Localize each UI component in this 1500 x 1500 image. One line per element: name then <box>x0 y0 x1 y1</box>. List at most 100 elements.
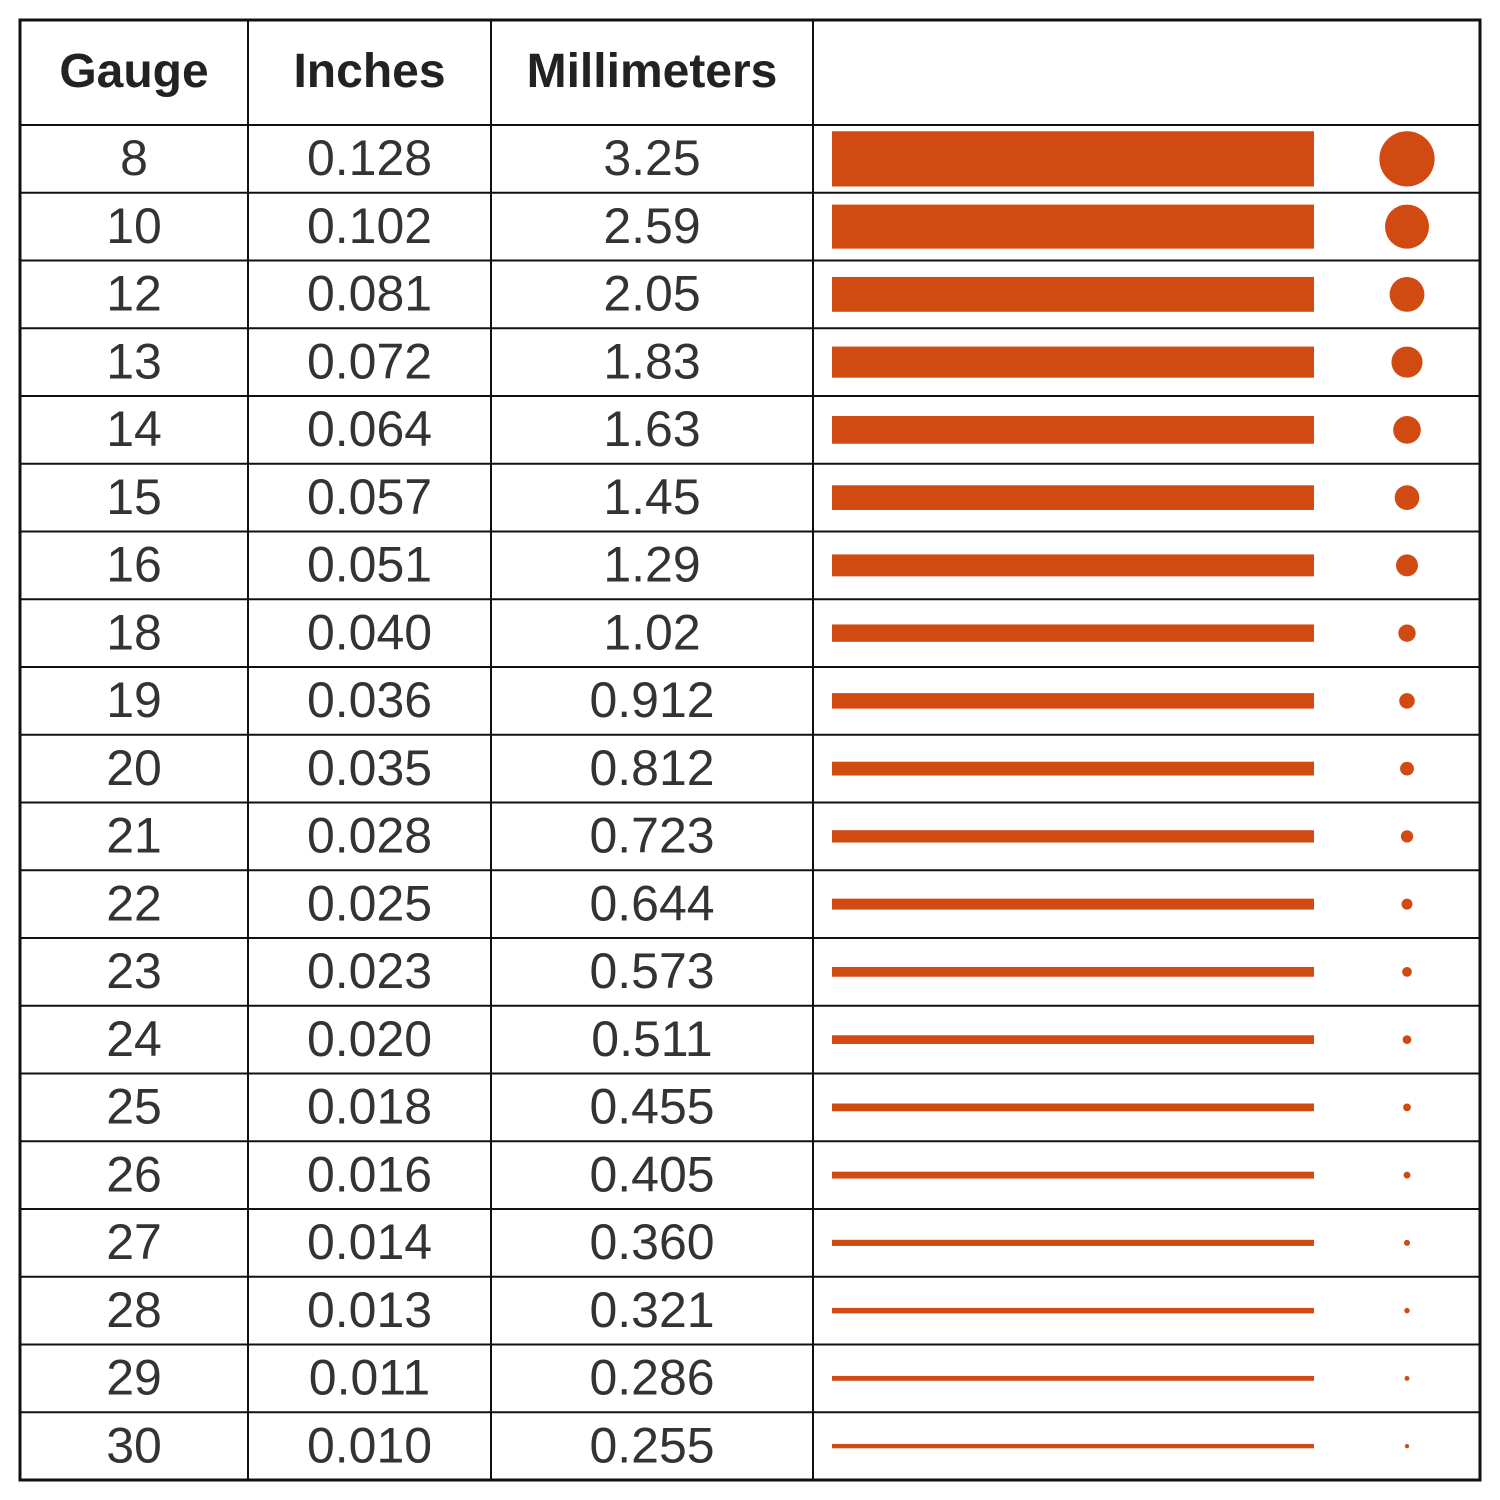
table-cell: 0.912 <box>589 672 714 728</box>
table-cell: 0.102 <box>307 198 432 254</box>
table-cell: 0.011 <box>309 1350 430 1406</box>
wire-bar <box>832 1035 1314 1044</box>
wire-bar <box>832 693 1314 709</box>
table-cell: 27 <box>106 1214 162 1270</box>
wire-dot <box>1403 1171 1411 1179</box>
wire-dot <box>1384 204 1430 249</box>
wire-dot <box>1404 1375 1410 1381</box>
table-cell: 13 <box>106 333 162 389</box>
table-cell: 0.072 <box>307 333 432 389</box>
wire-dot <box>1400 761 1414 776</box>
table-cell: 22 <box>106 875 162 931</box>
wire-dot <box>1394 485 1420 510</box>
table-cell: 0.812 <box>589 740 714 796</box>
table-cell: 16 <box>106 537 162 593</box>
table-cell: 26 <box>106 1146 162 1202</box>
table-cell: 20 <box>106 740 162 796</box>
table-cell: 0.511 <box>591 1011 712 1067</box>
table-cell: 25 <box>106 1079 162 1135</box>
wire-bar <box>832 276 1314 312</box>
wire-bar <box>832 830 1314 843</box>
wire-bar <box>832 1171 1314 1179</box>
wire-dot <box>1403 1239 1411 1246</box>
table-cell: 0.028 <box>307 808 432 864</box>
table-cell: 0.013 <box>307 1282 432 1338</box>
wire-dot <box>1401 898 1413 910</box>
wire-bar <box>832 416 1314 444</box>
table-cell: 0.723 <box>589 808 714 864</box>
table-cell: 8 <box>120 130 148 186</box>
table-cell: 0.128 <box>307 130 432 186</box>
wire-bar <box>832 204 1314 249</box>
wire-bar <box>832 1443 1314 1449</box>
table-cell: 12 <box>106 266 162 322</box>
wire-bar <box>832 761 1314 776</box>
table-cell: 2.05 <box>603 266 700 322</box>
table-cell: 0.025 <box>307 875 432 931</box>
header-cell: Inches <box>293 45 445 98</box>
wire-bar <box>832 624 1314 642</box>
wire-dot <box>1402 1035 1412 1044</box>
table-cell: 0.321 <box>589 1282 714 1338</box>
table-cell: 0.051 <box>307 537 432 593</box>
wire-bar <box>832 1239 1314 1246</box>
table-cell: 0.081 <box>307 266 432 322</box>
table-cell: 0.573 <box>589 943 714 999</box>
table-cell: 24 <box>106 1011 162 1067</box>
table-cell: 0.010 <box>307 1417 432 1473</box>
table-cell: 23 <box>106 943 162 999</box>
table-cell: 0.360 <box>589 1214 714 1270</box>
wire-dot <box>1404 1307 1410 1314</box>
table-cell: 30 <box>106 1417 162 1473</box>
table-cell: 21 <box>106 808 162 864</box>
table-cell: 0.286 <box>589 1350 714 1406</box>
wire-dot <box>1402 967 1412 977</box>
wire-bar <box>832 1375 1314 1381</box>
table-cell: 0.016 <box>307 1146 432 1202</box>
wire-dot <box>1403 1103 1411 1112</box>
table-cell: 0.255 <box>589 1417 714 1473</box>
table-cell: 18 <box>106 604 162 660</box>
table-cell: 1.29 <box>603 537 700 593</box>
table-cell: 1.45 <box>603 469 700 525</box>
wire-bar <box>832 967 1314 977</box>
table-cell: 2.59 <box>603 198 700 254</box>
table-cell: 0.057 <box>307 469 432 525</box>
wire-bar <box>832 554 1314 577</box>
wire-dot <box>1391 346 1423 378</box>
wire-dot <box>1393 416 1421 444</box>
wire-dot <box>1398 624 1416 642</box>
table-cell: 0.040 <box>307 604 432 660</box>
table-cell: 19 <box>106 672 162 728</box>
wire-bar <box>832 898 1314 910</box>
wire-bar <box>832 1103 1314 1112</box>
table-cell: 1.63 <box>603 401 700 457</box>
table-cell: 0.405 <box>589 1146 714 1202</box>
table-cell: 14 <box>106 401 162 457</box>
table-border <box>18 18 1482 1482</box>
table-cell: 0.064 <box>307 401 432 457</box>
table-cell: 29 <box>106 1350 162 1406</box>
table-cell: 0.014 <box>307 1214 432 1270</box>
wire-dot <box>1404 1443 1410 1449</box>
table-cell: 28 <box>106 1282 162 1338</box>
header-cell: Gauge <box>59 45 208 98</box>
wire-dot <box>1389 276 1425 312</box>
wire-bar <box>832 485 1314 510</box>
wire-dot <box>1400 830 1414 843</box>
table-cell: 0.455 <box>589 1079 714 1135</box>
table-cell: 15 <box>106 469 162 525</box>
table-cell: 3.25 <box>603 130 700 186</box>
wire-dot <box>1379 131 1435 187</box>
table-cell: 0.644 <box>589 875 714 931</box>
wire-bar <box>832 131 1314 187</box>
table-cell: 1.83 <box>603 333 700 389</box>
table-cell: 1.02 <box>603 604 700 660</box>
header-cell: Millimeters <box>527 45 778 98</box>
wire-bar <box>832 1307 1314 1314</box>
table-cell: 0.018 <box>307 1079 432 1135</box>
wire-dot <box>1399 693 1415 709</box>
wire-dot <box>1396 554 1418 577</box>
